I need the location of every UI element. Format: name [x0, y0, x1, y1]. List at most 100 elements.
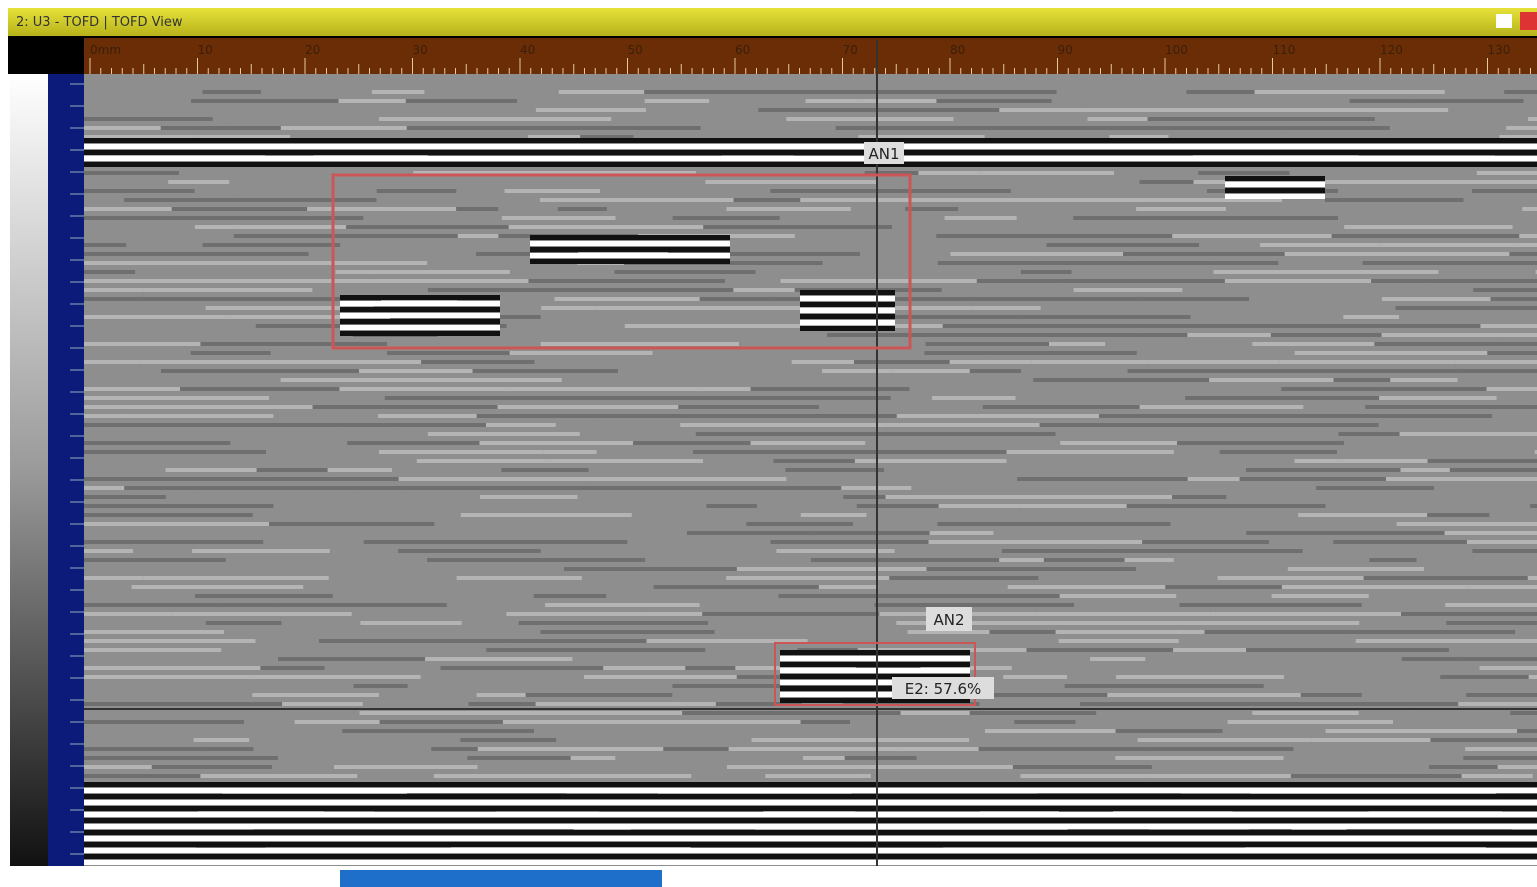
- texture: [913, 126, 1079, 130]
- texture: [1176, 594, 1271, 598]
- texture: [998, 432, 1055, 436]
- texture: [1338, 459, 1427, 463]
- texture: [335, 270, 509, 274]
- texture: [1446, 225, 1513, 229]
- texture: [218, 603, 272, 607]
- texture: [529, 279, 726, 283]
- texture: [572, 657, 660, 661]
- echo-band: [800, 308, 895, 313]
- texture: [1462, 657, 1537, 661]
- texture: [646, 108, 758, 112]
- texture: [1506, 126, 1537, 130]
- texture: [618, 369, 659, 373]
- texture: [84, 342, 200, 346]
- texture: [1386, 477, 1537, 481]
- texture: [1272, 594, 1369, 598]
- ruler-label: 90: [1058, 43, 1073, 57]
- texture: [1472, 549, 1535, 553]
- texture: [1434, 486, 1484, 490]
- texture: [659, 369, 822, 373]
- texture: [644, 90, 789, 94]
- texture: [1051, 468, 1188, 472]
- texture: [597, 414, 780, 418]
- texture: [778, 594, 965, 598]
- texture: [880, 351, 924, 355]
- texture: [1479, 666, 1537, 670]
- texture: [1016, 396, 1186, 400]
- texture: [408, 684, 481, 688]
- texture: [339, 387, 508, 391]
- texture: [398, 549, 541, 553]
- texture: [252, 693, 320, 697]
- texture: [1359, 711, 1510, 715]
- texture: [800, 198, 975, 202]
- texture: [135, 270, 190, 274]
- texture: [706, 504, 757, 508]
- texture: [478, 747, 663, 751]
- texture: [354, 684, 408, 688]
- echo-band: [1225, 176, 1325, 181]
- tofd-window: 2: U3 - TOFD | TOFD View 0mm102030405060…: [0, 0, 1537, 887]
- texture: [1060, 594, 1177, 598]
- texture: [1226, 207, 1340, 211]
- close-button[interactable]: [1520, 12, 1537, 30]
- echo-band: [84, 812, 1537, 817]
- texture: [84, 747, 206, 751]
- texture: [646, 180, 706, 184]
- texture: [1248, 666, 1308, 670]
- texture: [379, 693, 477, 697]
- texture: [84, 765, 152, 769]
- texture: [1278, 450, 1337, 454]
- texture: [1067, 675, 1116, 679]
- texture: [729, 747, 897, 751]
- texture: [425, 657, 572, 661]
- texture: [884, 468, 963, 472]
- texture: [1365, 324, 1480, 328]
- texture: [84, 756, 278, 760]
- texture: [1498, 333, 1537, 337]
- texture: [983, 405, 1140, 409]
- annotation-label: AN2: [933, 611, 964, 629]
- texture: [1116, 675, 1284, 679]
- texture: [84, 270, 135, 274]
- texture: [541, 315, 718, 319]
- page: 2: U3 - TOFD | TOFD View 0mm102030405060…: [0, 0, 1537, 887]
- texture: [1083, 108, 1260, 112]
- texture: [1172, 234, 1331, 238]
- texture: [84, 657, 187, 661]
- texture: [969, 738, 1137, 742]
- texture: [1487, 351, 1537, 355]
- texture: [152, 765, 272, 769]
- texture: [976, 756, 1115, 760]
- maximize-button[interactable]: [1496, 14, 1512, 28]
- texture: [84, 90, 202, 94]
- texture: [1178, 621, 1238, 625]
- texture: [836, 540, 928, 544]
- texture: [1482, 306, 1537, 310]
- texture: [534, 594, 607, 598]
- texture: [1457, 261, 1537, 265]
- texture: [84, 225, 195, 229]
- texture: [328, 477, 399, 481]
- echo-band: [84, 836, 1537, 841]
- texture: [1145, 126, 1285, 130]
- texture: [275, 684, 353, 688]
- scrollbar-thumb[interactable]: [340, 870, 662, 887]
- texture: [1132, 666, 1249, 670]
- texture: [462, 621, 519, 625]
- texture: [84, 585, 132, 589]
- texture: [376, 405, 498, 409]
- texture: [1205, 630, 1349, 634]
- texture: [1173, 648, 1246, 652]
- texture: [426, 108, 536, 112]
- texture: [380, 720, 503, 724]
- texture: [819, 405, 983, 409]
- texture: [773, 459, 854, 463]
- texture: [282, 702, 363, 706]
- texture: [406, 99, 517, 103]
- texture: [985, 729, 1116, 733]
- texture: [936, 99, 1051, 103]
- texture: [349, 513, 461, 517]
- texture: [281, 126, 407, 130]
- texture: [84, 396, 269, 400]
